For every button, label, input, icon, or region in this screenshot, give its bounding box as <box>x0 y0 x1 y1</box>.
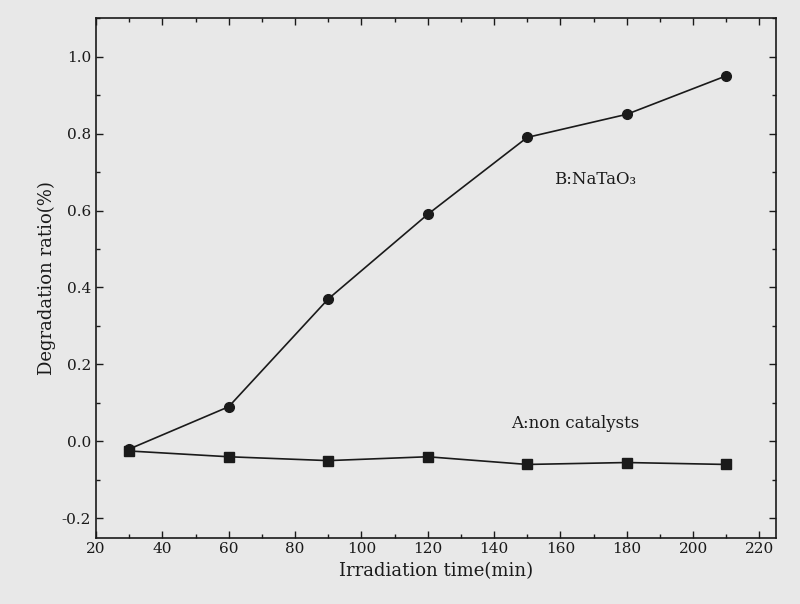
Y-axis label: Degradation ratio(%): Degradation ratio(%) <box>38 181 56 374</box>
Text: B:NaTaO₃: B:NaTaO₃ <box>554 170 636 188</box>
Text: A:non catalysts: A:non catalysts <box>510 415 639 432</box>
X-axis label: Irradiation time(min): Irradiation time(min) <box>339 562 533 580</box>
